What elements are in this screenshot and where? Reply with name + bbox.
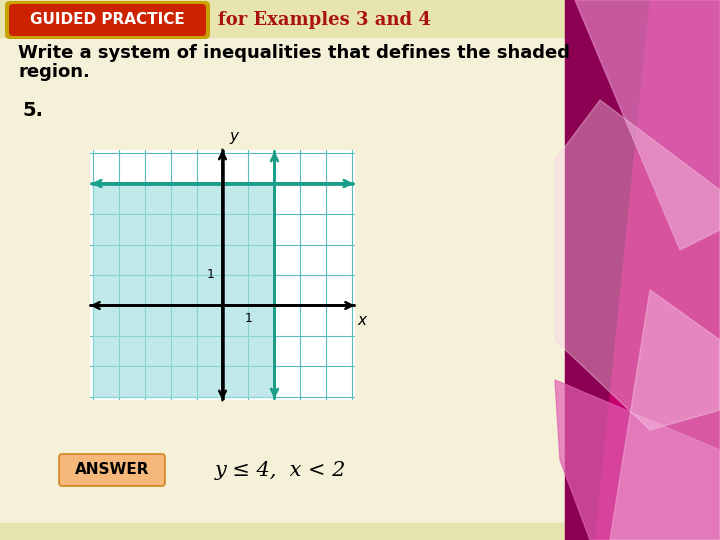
- Polygon shape: [575, 0, 720, 250]
- FancyBboxPatch shape: [5, 1, 210, 39]
- Polygon shape: [565, 0, 720, 540]
- Bar: [0, 523, 720, 540]
- Text: 1: 1: [245, 312, 253, 325]
- Text: 1: 1: [207, 268, 215, 281]
- Bar: [0, 0, 720, 37]
- Text: GUIDED PRACTICE: GUIDED PRACTICE: [30, 12, 184, 28]
- Polygon shape: [610, 290, 720, 540]
- Text: for Examples 3 and 4: for Examples 3 and 4: [218, 11, 431, 29]
- Polygon shape: [555, 100, 720, 430]
- Text: 5.: 5.: [22, 100, 43, 119]
- Polygon shape: [555, 380, 720, 540]
- FancyBboxPatch shape: [9, 4, 206, 36]
- Text: y ≤ 4,  x < 2: y ≤ 4, x < 2: [215, 461, 346, 480]
- Text: ANSWER: ANSWER: [75, 462, 149, 477]
- Text: y: y: [229, 129, 238, 144]
- Polygon shape: [93, 184, 274, 397]
- Text: x: x: [357, 313, 366, 328]
- Text: region.: region.: [18, 63, 90, 81]
- Text: Write a system of inequalities that defines the shaded: Write a system of inequalities that defi…: [18, 44, 570, 62]
- FancyBboxPatch shape: [59, 454, 165, 486]
- Polygon shape: [595, 0, 720, 540]
